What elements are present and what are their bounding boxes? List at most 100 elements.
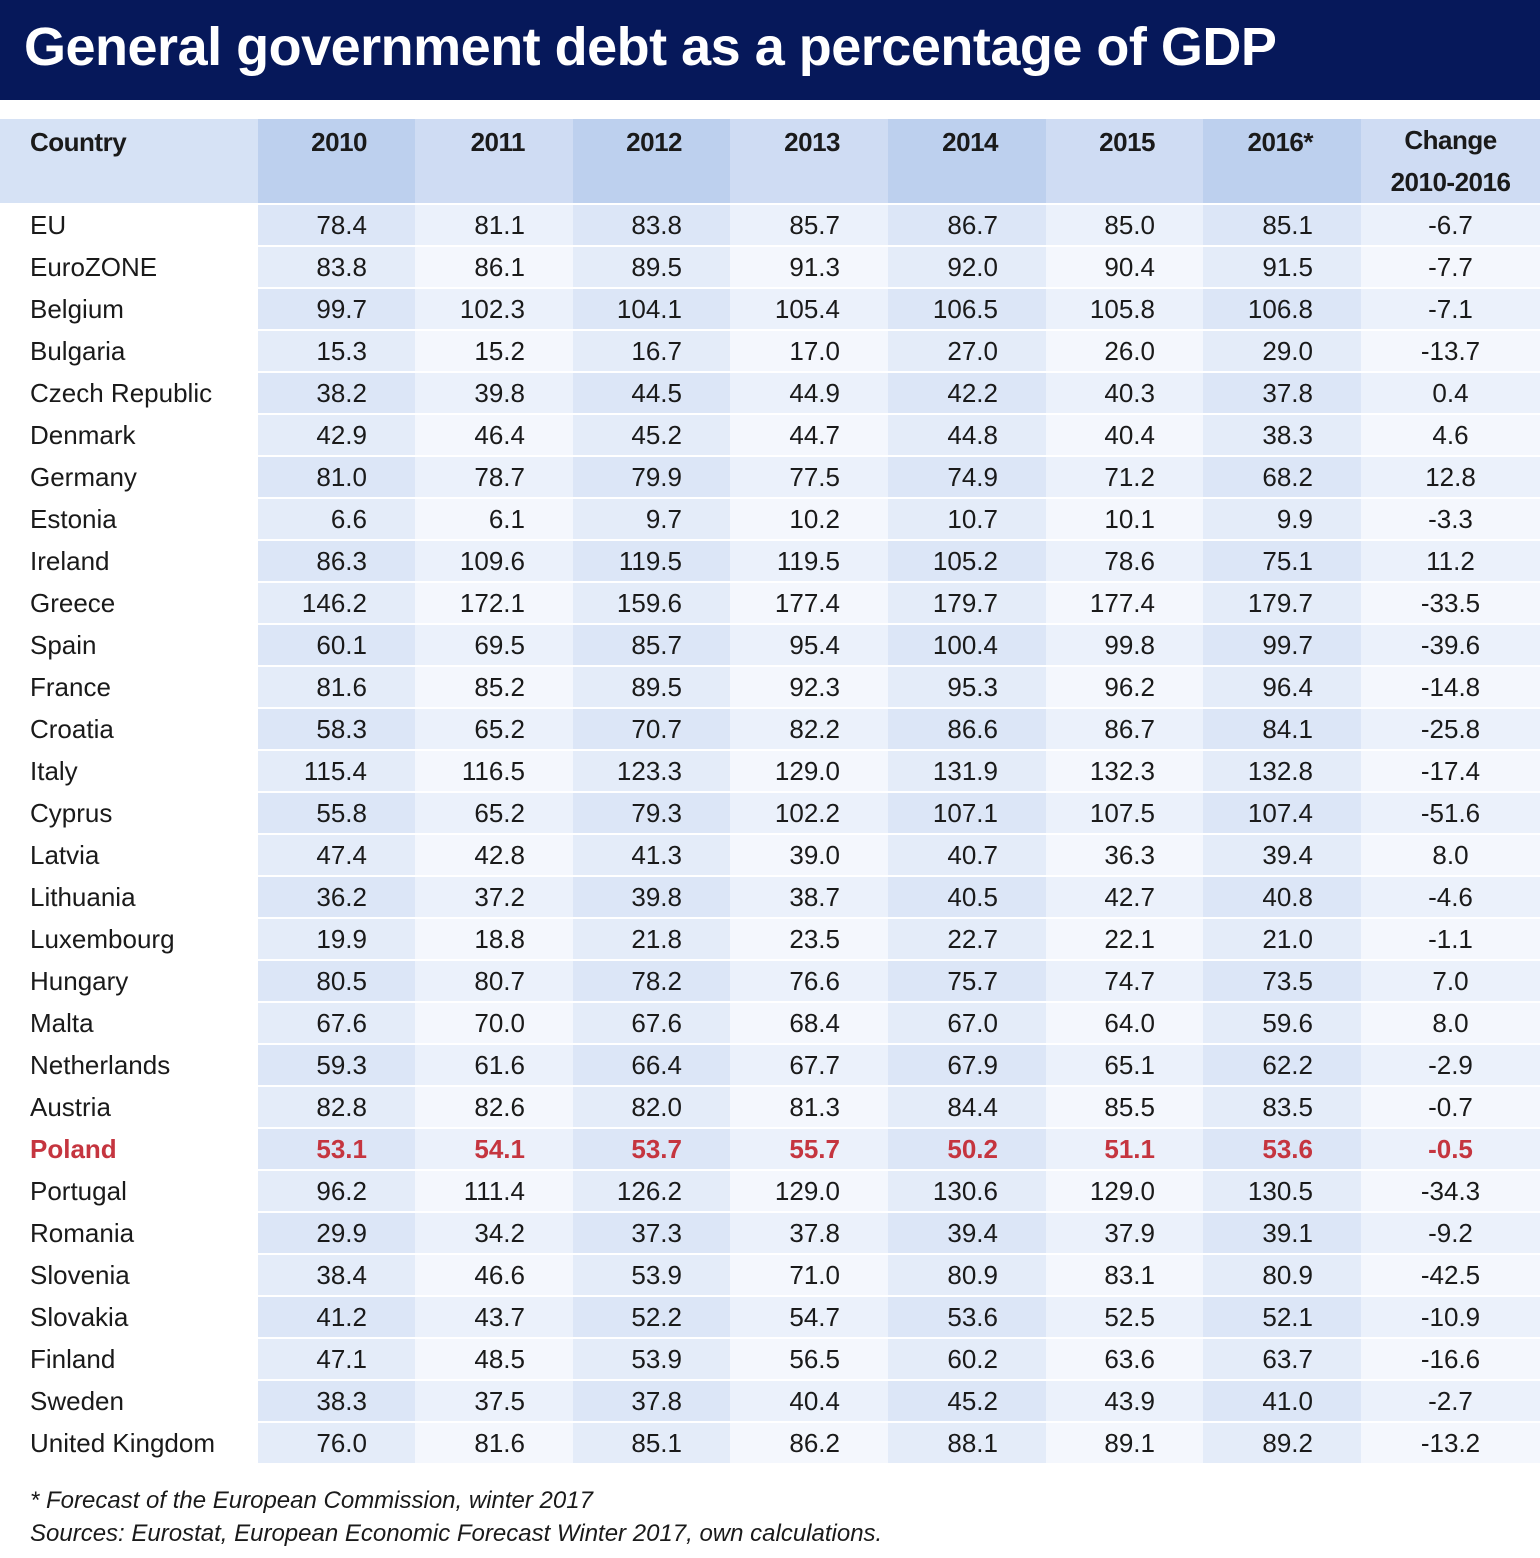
cell-value: 104.1	[573, 287, 730, 329]
cell-value: 89.5	[573, 665, 730, 707]
cell-value: 38.3	[258, 1379, 415, 1421]
cell-country: Belgium	[0, 287, 258, 329]
cell-value: 109.6	[415, 539, 573, 581]
cell-value: 86.6	[888, 707, 1046, 749]
cell-change: 11.2	[1361, 539, 1540, 581]
cell-value: 75.1	[1203, 539, 1361, 581]
cell-value: 95.3	[888, 665, 1046, 707]
cell-value: 79.9	[573, 455, 730, 497]
cell-value: 67.7	[730, 1043, 888, 1085]
cell-country: France	[0, 665, 258, 707]
cell-country: Bulgaria	[0, 329, 258, 371]
cell-change: -25.8	[1361, 707, 1540, 749]
cell-value: 46.6	[415, 1253, 573, 1295]
cell-value: 74.7	[1046, 959, 1203, 1001]
cell-value: 96.2	[258, 1169, 415, 1211]
table-row: Croatia 58.3 65.2 70.7 82.2 86.6 86.7 84.1 -25.8	[0, 707, 1540, 749]
cell-value: 71.2	[1046, 455, 1203, 497]
cell-value: 58.3	[258, 707, 415, 749]
cell-value: 85.2	[415, 665, 573, 707]
cell-value: 51.1	[1046, 1127, 1203, 1169]
cell-change: -0.7	[1361, 1085, 1540, 1127]
cell-value: 40.3	[1046, 371, 1203, 413]
table-row: Bulgaria 15.3 15.2 16.7 17.0 27.0 26.0 29.0 -13.…	[0, 329, 1540, 371]
table-row: Sweden 38.3 37.5 37.8 40.4 45.2 43.9 41.0 -2.7	[0, 1379, 1540, 1421]
cell-value: 85.5	[1046, 1085, 1203, 1127]
table-row: Poland 53.1 54.1 53.7 55.7 50.2 51.1 53.6 -0.5	[0, 1127, 1540, 1169]
cell-value: 47.4	[258, 833, 415, 875]
cell-change: -4.6	[1361, 875, 1540, 917]
cell-value: 81.6	[258, 665, 415, 707]
cell-value: 86.7	[888, 203, 1046, 245]
cell-value: 15.3	[258, 329, 415, 371]
cell-country: United Kingdom	[0, 1421, 258, 1463]
cell-value: 37.3	[573, 1211, 730, 1253]
cell-country: Sweden	[0, 1379, 258, 1421]
cell-value: 42.9	[258, 413, 415, 455]
cell-value: 37.9	[1046, 1211, 1203, 1253]
cell-country: Croatia	[0, 707, 258, 749]
cell-value: 26.0	[1046, 329, 1203, 371]
cell-value: 90.4	[1046, 245, 1203, 287]
cell-country: Hungary	[0, 959, 258, 1001]
cell-value: 41.2	[258, 1295, 415, 1337]
cell-value: 44.7	[730, 413, 888, 455]
cell-value: 40.5	[888, 875, 1046, 917]
cell-value: 42.7	[1046, 875, 1203, 917]
cell-value: 53.9	[573, 1253, 730, 1295]
cell-value: 99.8	[1046, 623, 1203, 665]
cell-value: 99.7	[1203, 623, 1361, 665]
cell-value: 88.1	[888, 1421, 1046, 1463]
table-row: Romania 29.9 34.2 37.3 37.8 39.4 37.9 39.1 -9.2	[0, 1211, 1540, 1253]
table-row: Belgium 99.7 102.3 104.1 105.4 106.5 105.8 106.…	[0, 287, 1540, 329]
table-row: Luxembourg 19.9 18.8 21.8 23.5 22.7 22.1 21.0 -1…	[0, 917, 1540, 959]
cell-value: 53.6	[888, 1295, 1046, 1337]
cell-value: 62.2	[1203, 1043, 1361, 1085]
cell-country: Poland	[0, 1127, 258, 1169]
cell-change: -0.5	[1361, 1127, 1540, 1169]
cell-value: 10.2	[730, 497, 888, 539]
cell-value: 100.4	[888, 623, 1046, 665]
table-row: EU 78.4 81.1 83.8 85.7 86.7 85.0 85.1 -6.7	[0, 203, 1540, 245]
cell-value: 63.7	[1203, 1337, 1361, 1379]
cell-value: 105.4	[730, 287, 888, 329]
cell-value: 92.3	[730, 665, 888, 707]
cell-value: 119.5	[573, 539, 730, 581]
cell-value: 21.8	[573, 917, 730, 959]
cell-value: 179.7	[1203, 581, 1361, 623]
cell-value: 29.9	[258, 1211, 415, 1253]
cell-value: 67.6	[258, 1001, 415, 1043]
cell-value: 177.4	[730, 581, 888, 623]
table-header-row: Country 2010 2011 2012 2013 2014 2015 20…	[0, 119, 1540, 203]
cell-value: 52.1	[1203, 1295, 1361, 1337]
cell-value: 115.4	[258, 749, 415, 791]
cell-value: 86.2	[730, 1421, 888, 1463]
cell-value: 132.3	[1046, 749, 1203, 791]
cell-value: 83.8	[258, 245, 415, 287]
cell-value: 39.4	[1203, 833, 1361, 875]
cell-value: 15.2	[415, 329, 573, 371]
cell-value: 44.8	[888, 413, 1046, 455]
cell-country: Italy	[0, 749, 258, 791]
cell-value: 177.4	[1046, 581, 1203, 623]
cell-change: -7.7	[1361, 245, 1540, 287]
cell-value: 53.6	[1203, 1127, 1361, 1169]
cell-value: 47.1	[258, 1337, 415, 1379]
cell-value: 159.6	[573, 581, 730, 623]
header-2010: 2010	[258, 119, 415, 203]
cell-value: 59.3	[258, 1043, 415, 1085]
cell-value: 52.2	[573, 1295, 730, 1337]
cell-value: 130.6	[888, 1169, 1046, 1211]
cell-value: 40.7	[888, 833, 1046, 875]
cell-country: Netherlands	[0, 1043, 258, 1085]
cell-value: 82.2	[730, 707, 888, 749]
cell-value: 37.5	[415, 1379, 573, 1421]
cell-value: 18.8	[415, 917, 573, 959]
cell-country: EuroZONE	[0, 245, 258, 287]
cell-value: 76.6	[730, 959, 888, 1001]
cell-value: 65.2	[415, 791, 573, 833]
cell-value: 80.9	[1203, 1253, 1361, 1295]
cell-value: 106.5	[888, 287, 1046, 329]
table-row: Denmark 42.9 46.4 45.2 44.7 44.8 40.4 38.3 4.6	[0, 413, 1540, 455]
cell-value: 130.5	[1203, 1169, 1361, 1211]
